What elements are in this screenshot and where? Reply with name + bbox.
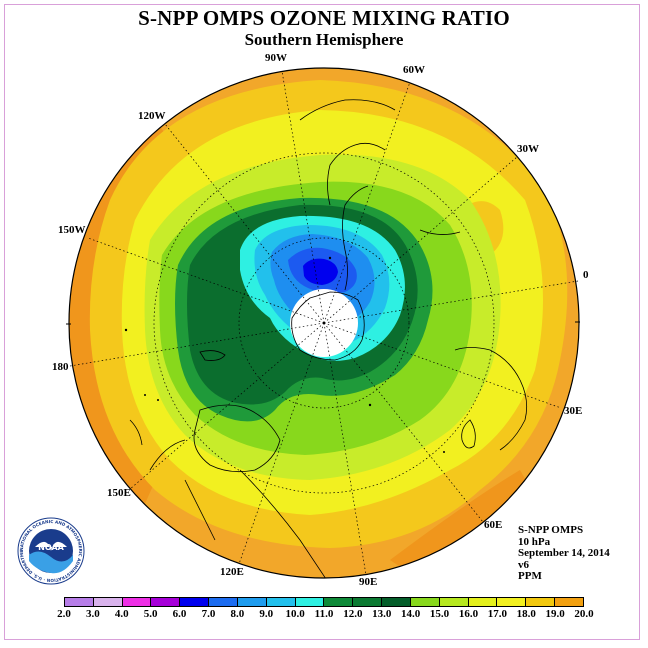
data-info-block: S-NPP OMPS 10 hPa September 14, 2014 v6 … — [518, 524, 610, 583]
colorbar-segment — [497, 598, 527, 606]
longitude-label-30w: 30W — [517, 143, 539, 155]
colorbar — [64, 597, 584, 607]
colorbar-segment — [324, 598, 354, 606]
colorbar-tick-label: 13.0 — [372, 608, 392, 620]
colorbar-tick-label: 18.0 — [516, 608, 536, 620]
pressure-level-label: 10 hPa — [518, 535, 551, 548]
date-label: September 14, 2014 — [518, 547, 610, 559]
colorbar-segment — [555, 598, 583, 606]
colorbar-segment — [439, 598, 469, 606]
instrument-label: S-NPP OMPS — [518, 524, 584, 536]
longitude-label-90e: 90E — [359, 576, 378, 588]
contour-5 — [303, 258, 338, 285]
ozone-field — [69, 68, 579, 578]
version-label: v6 — [518, 558, 529, 571]
image-frame — [4, 4, 640, 640]
longitude-label-60w: 60W — [403, 64, 425, 76]
colorbar-tick-label: 19.0 — [545, 608, 565, 620]
colorbar-segment — [382, 598, 411, 606]
colorbar-tick-label: 3.0 — [86, 608, 100, 620]
colorbar-segment — [266, 598, 296, 606]
colorbar-tick-label: 12.0 — [343, 608, 363, 620]
longitude-label-150w: 150W — [58, 224, 86, 236]
south-pole-marker — [322, 321, 326, 325]
colorbar-tick-label: 4.0 — [114, 608, 129, 620]
longitude-label-120e: 120E — [220, 566, 244, 578]
colorbar-tick-label: 5.0 — [143, 608, 158, 620]
units-label: PPM — [518, 570, 542, 582]
colorbar-segment — [526, 598, 556, 606]
longitude-label-0: 0 — [583, 269, 589, 281]
colorbar-segment — [180, 598, 210, 606]
meridians — [69, 70, 579, 576]
longitude-label-120w: 120W — [138, 110, 166, 122]
noaa-logo-text: NOAA — [38, 543, 64, 552]
longitude-label-150e: 150E — [107, 487, 131, 499]
map-subtitle: Southern Hemisphere — [244, 30, 404, 49]
colorbar-tick-label: 14.0 — [401, 608, 421, 620]
colorbar-tick-label: 10.0 — [285, 608, 305, 620]
boundary-ticks — [66, 321, 580, 325]
colorbar-segment — [237, 598, 267, 606]
colorbar-ticks: 2.0 3.0 4.0 5.0 6.0 7.0 8.0 9.0 10.0 11.0 12.0 13.0… — [0, 608, 648, 622]
colorbar-segment — [295, 598, 325, 606]
colorbar-segment — [122, 598, 152, 606]
colorbar-tick-label: 15.0 — [429, 608, 450, 620]
map-title: S-NPP OMPS OZONE MIXING RATIO — [138, 6, 510, 30]
map-boundary — [68, 67, 580, 579]
colorbar-tick-label: 20.0 — [574, 608, 594, 620]
noaa-logo: NATIONAL OCEANIC AND ATMOSPHERIC ADMINIS… — [17, 517, 85, 585]
colorbar-segment — [410, 598, 440, 606]
colorbar-tick-label: 16.0 — [458, 608, 479, 620]
colorbar-segment — [151, 598, 181, 606]
colorbar-segment — [93, 598, 123, 606]
colorbar-tick-label: 6.0 — [172, 608, 187, 620]
longitude-label-30e: 30E — [564, 405, 583, 417]
colorbar-segment — [468, 598, 498, 606]
colorbar-segment — [353, 598, 383, 606]
colorbar-tick-label: 7.0 — [201, 608, 216, 620]
colorbar-segment — [65, 598, 94, 606]
colorbar-tick-label: 9.0 — [259, 608, 274, 620]
islands — [124, 256, 445, 453]
longitude-label-90w: 90W — [265, 52, 287, 64]
colorbar-segment — [209, 598, 238, 606]
longitude-label-180: 180 — [52, 361, 69, 373]
coastlines — [129, 99, 528, 578]
contour-12-patch — [335, 396, 366, 416]
colorbar-tick-label: 8.0 — [230, 608, 245, 620]
latitude-circles — [153, 152, 495, 494]
colorbar-tick-label: 2.0 — [57, 608, 71, 620]
longitude-label-60e: 60E — [484, 519, 503, 531]
colorbar-tick-label: 17.0 — [487, 608, 507, 620]
colorbar-tick-label: 11.0 — [314, 608, 334, 620]
